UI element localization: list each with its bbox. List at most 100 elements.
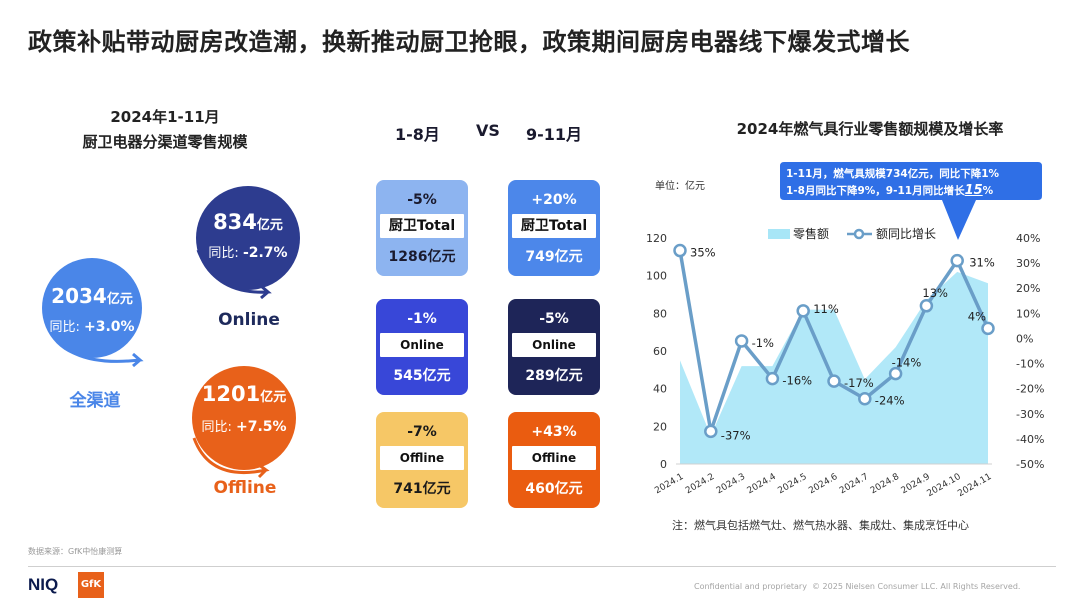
yoy-point — [858, 391, 872, 406]
card-jan-aug-online: -1% Online 545亿元 — [376, 299, 468, 395]
x-tick: 2024.5 — [776, 472, 808, 496]
callout-line-1: 1-11月，燃气具规模734亿元，同比下降1% — [786, 168, 1000, 180]
card-value: 460亿元 — [525, 481, 583, 497]
x-tick: 2024.2 — [684, 472, 716, 496]
total-channel-circle: 2034亿元 同比: +3.0% — [42, 258, 142, 358]
card-value: 1286亿元 — [388, 249, 456, 265]
total-yoy: 同比: +3.0% — [49, 319, 135, 335]
card-name: Online — [380, 333, 464, 357]
x-tick: 2024.7 — [838, 472, 870, 496]
card-pct: -1% — [407, 311, 437, 327]
x-tick: 2024.3 — [715, 472, 747, 496]
card-value: 741亿元 — [393, 481, 451, 497]
chart-title: 2024年燃气具行业零售额规模及增长率 — [736, 120, 1004, 138]
card-sep-nov-online: -5% Online 289亿元 — [508, 299, 600, 395]
card-name: 厨卫Total — [380, 214, 464, 238]
offline-circle: 1201亿元 同比: +7.5% — [192, 366, 296, 470]
footer-divider — [28, 566, 1056, 567]
y-left-tick: 100 — [646, 270, 667, 283]
card-pct: -7% — [407, 424, 437, 440]
gas-appliance-chart: 零售额 额同比增长 0 20 40 60 80 100 120 -50% -40% -30% -20… — [646, 226, 1044, 499]
yoy-data-label: -24% — [875, 394, 905, 408]
x-tick: 2024.6 — [807, 472, 840, 497]
yoy-data-label: 13% — [922, 286, 948, 300]
yoy-point — [981, 321, 995, 336]
x-tick: 2024.4 — [746, 472, 779, 497]
card-name: Offline — [380, 446, 464, 470]
left-subtitle-period: 2024年1-11月 — [110, 108, 220, 126]
callout-box-shape — [780, 162, 1042, 240]
data-source: 数据来源：GfK中怡康测算 — [28, 547, 123, 556]
y-right-tick: -10% — [1016, 358, 1044, 371]
card-name: Online — [512, 333, 596, 357]
offline-value: 1201亿元 — [201, 382, 287, 406]
x-tick: 2024.8 — [869, 472, 902, 497]
y-right-tick: -20% — [1016, 383, 1044, 396]
y-left-tick: 40 — [653, 383, 667, 396]
y-right-tick: -50% — [1016, 458, 1044, 471]
yoy-point — [796, 304, 810, 318]
online-yoy: 同比: -2.7% — [208, 245, 288, 261]
y-right-tick: -30% — [1016, 408, 1044, 421]
callout-line-2: 1-8月同比下降9%，9-11月同比增长15% — [786, 183, 994, 198]
y-right-tick: 0% — [1016, 332, 1033, 345]
online-value: 834亿元 — [213, 210, 283, 234]
card-value: 545亿元 — [393, 368, 451, 384]
yoy-data-label: -14% — [892, 356, 922, 370]
left-subtitle-title: 厨卫电器分渠道零售规模 — [82, 133, 248, 151]
offline-label: Offline — [213, 478, 277, 498]
yoy-data-label: -17% — [844, 376, 874, 390]
online-circle: 834亿元 同比: -2.7% — [196, 186, 300, 290]
niq-logo: NIQ — [28, 575, 59, 594]
retail-area — [680, 271, 988, 464]
period-header-jan-aug: 1-8月 — [395, 125, 440, 144]
y-right-tick: 30% — [1016, 257, 1040, 270]
yoy-point — [888, 366, 903, 381]
card-jan-aug-offline: -7% Offline 741亿元 — [376, 412, 468, 508]
yoy-point — [734, 334, 749, 348]
yoy-data-label: -1% — [752, 336, 774, 350]
card-value: 289亿元 — [525, 368, 583, 384]
chart-legend: 零售额 额同比增长 — [768, 226, 936, 241]
chart-unit-label: 单位：亿元 — [655, 181, 705, 192]
yoy-data-label: 11% — [813, 302, 839, 316]
card-pct: +43% — [531, 424, 577, 440]
x-tick: 2024.10 — [925, 472, 962, 499]
yoy-point — [673, 243, 687, 258]
card-pct: +20% — [531, 192, 577, 208]
confidential-text: Confidential and proprietary — [694, 582, 807, 591]
card-sep-nov-offline: +43% Offline 460亿元 — [508, 412, 600, 508]
y-right-tick: -40% — [1016, 433, 1044, 446]
vs-label: VS — [476, 121, 500, 140]
card-sep-nov-total: +20% 厨卫Total 749亿元 — [508, 180, 600, 276]
card-name: 厨卫Total — [512, 214, 596, 238]
copyright-text: © 2025 Nielsen Consumer LLC. All Rights … — [812, 582, 1021, 591]
chart-note: 注：燃气具包括燃气灶、燃气热水器、集成灶、集成烹饪中心 — [672, 519, 969, 532]
y-left-tick: 120 — [646, 232, 667, 245]
total-channel-label: 全渠道 — [69, 391, 121, 411]
page-title: 政策补贴带动厨房改造潮，换新推动厨卫抢眼，政策期间厨房电器线下爆发式增长 — [28, 28, 910, 56]
y-left-tick: 0 — [660, 458, 667, 471]
card-value: 749亿元 — [525, 249, 583, 265]
card-jan-aug-total: -5% 厨卫Total 1286亿元 — [376, 180, 468, 276]
total-value: 2034亿元 — [51, 284, 133, 308]
legend-area-swatch — [768, 229, 790, 239]
x-tick: 2024.11 — [956, 472, 993, 499]
card-name: Offline — [512, 446, 596, 470]
y-right-tick: 40% — [1016, 232, 1040, 245]
y-right-tick: 10% — [1016, 307, 1040, 320]
y-left-tick: 80 — [653, 307, 667, 320]
yoy-data-label: -16% — [782, 374, 812, 388]
card-pct: -5% — [407, 192, 437, 208]
offline-yoy: 同比: +7.5% — [201, 419, 287, 435]
legend-area-label: 零售额 — [793, 226, 829, 241]
online-label: Online — [218, 310, 280, 330]
yoy-point — [827, 374, 841, 388]
yoy-data-label: 4% — [968, 309, 986, 323]
yoy-point — [765, 371, 780, 386]
y-right-tick: 20% — [1016, 282, 1040, 295]
period-header-sep-nov: 9-11月 — [526, 125, 583, 144]
y-left-tick: 60 — [653, 345, 667, 358]
yoy-point — [950, 253, 964, 268]
legend-line-marker — [853, 228, 865, 240]
